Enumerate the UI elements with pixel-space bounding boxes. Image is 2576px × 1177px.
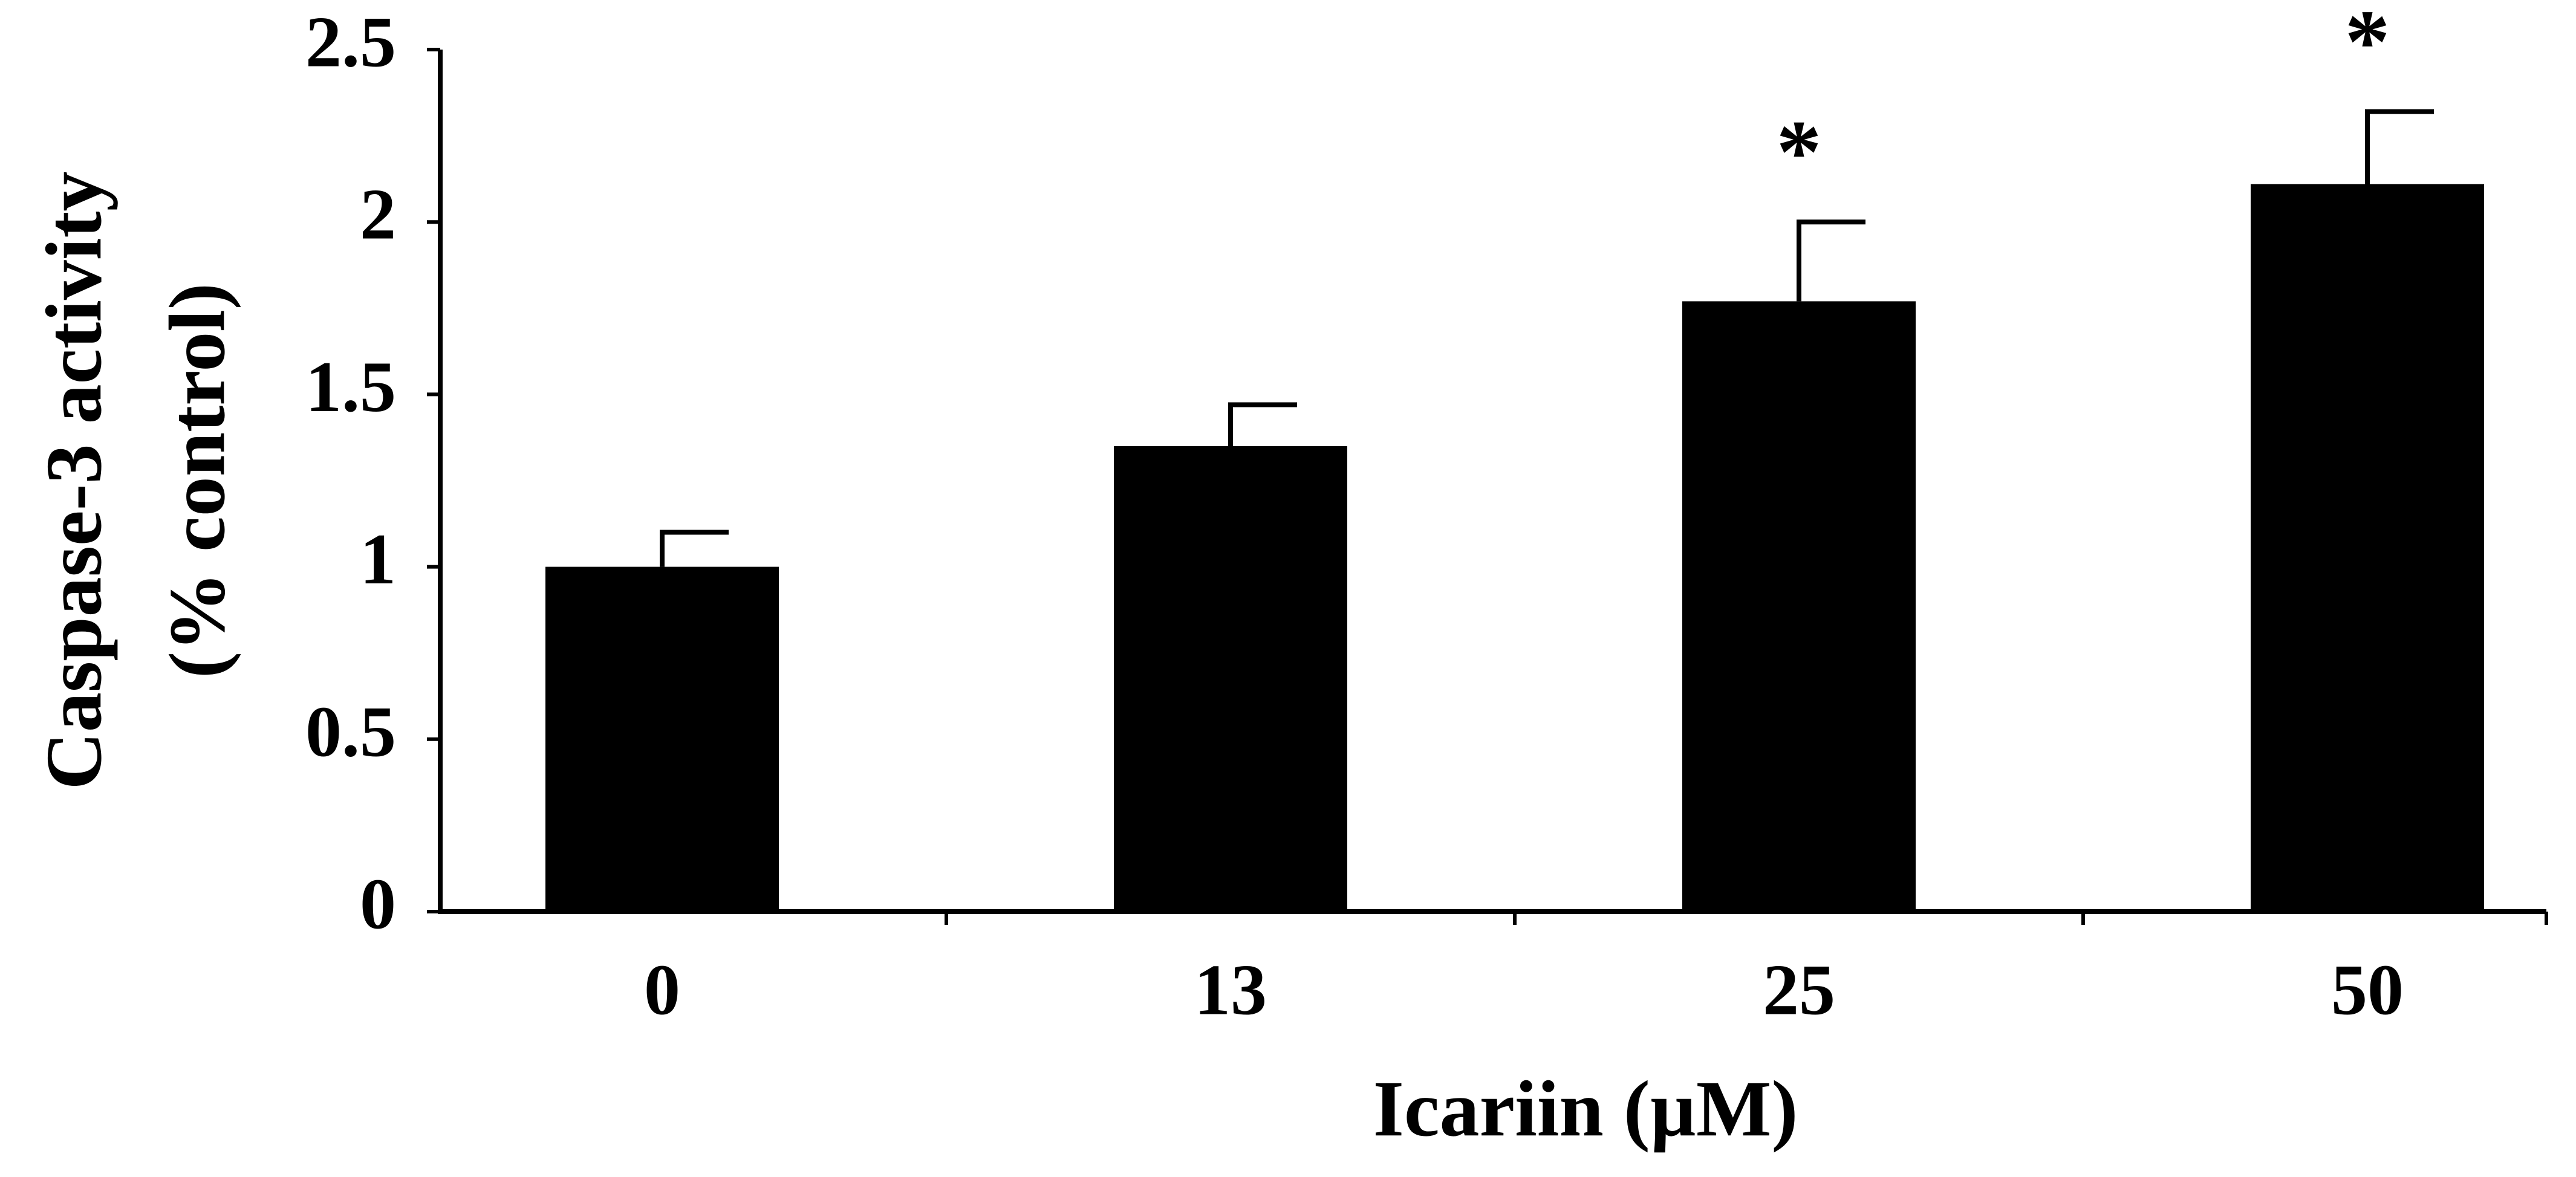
significance-mark: * — [2345, 0, 2390, 92]
bar — [545, 566, 779, 912]
y-tick-label: 0 — [360, 864, 396, 944]
bar — [1682, 301, 1916, 912]
x-tick-label: 0 — [644, 950, 680, 1030]
x-tick-label: 25 — [1763, 950, 1835, 1030]
bar — [2251, 184, 2484, 912]
y-axis-title: (% control) — [152, 283, 241, 678]
y-axis-title: Caspase-3 activity — [29, 172, 118, 790]
y-tick-label: 2 — [360, 174, 396, 255]
y-tick-label: 1 — [360, 519, 396, 599]
x-axis-title: Icariin (µM) — [1373, 1064, 1798, 1153]
y-tick-label: 2.5 — [305, 2, 396, 82]
bar — [1114, 446, 1347, 912]
x-tick-label: 50 — [2331, 950, 2404, 1030]
y-tick-label: 0.5 — [305, 691, 396, 771]
x-tick-label: 13 — [1194, 950, 1267, 1030]
significance-mark: * — [1777, 102, 1822, 203]
y-tick-label: 1.5 — [305, 346, 396, 427]
